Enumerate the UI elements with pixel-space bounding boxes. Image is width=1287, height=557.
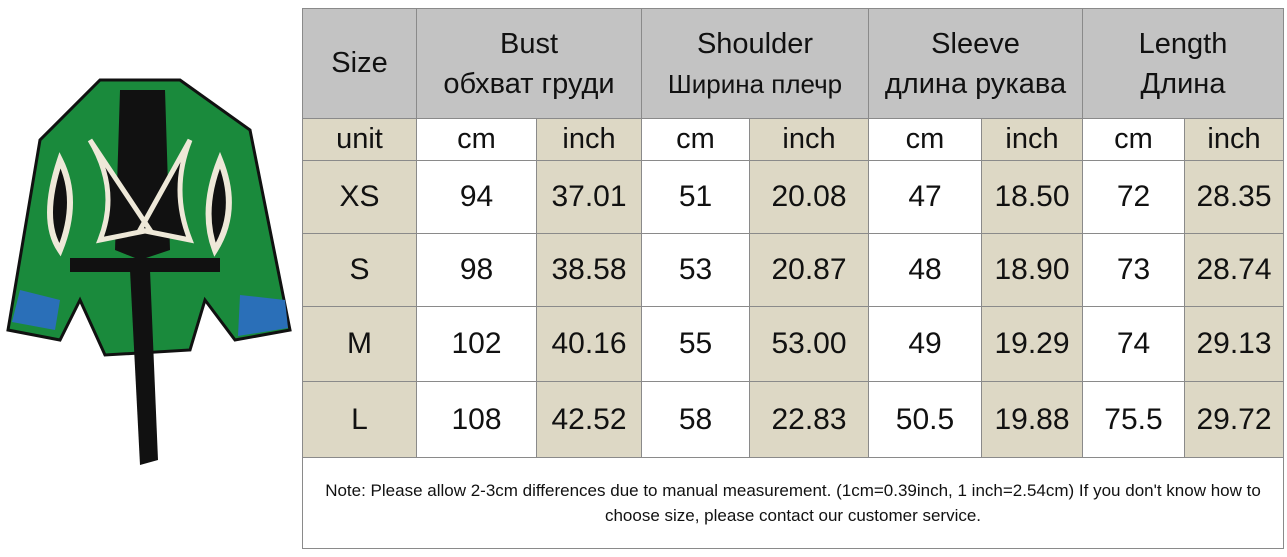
value-cell: 37.01 [536, 160, 642, 234]
header-text: Ширина плечр [667, 68, 843, 99]
header-text: Length [1138, 27, 1228, 60]
header-cell: Size [302, 8, 417, 119]
value-cell: 29.72 [1184, 381, 1284, 458]
header-text: обхват груди [443, 67, 615, 100]
value-cell: 22.83 [749, 381, 869, 458]
value-cell: 75.5 [1082, 381, 1185, 458]
product-image [6, 78, 292, 465]
value-cell: 38.58 [536, 233, 642, 307]
value-cell: 29.13 [1184, 306, 1284, 382]
value-cell: 73 [1082, 233, 1185, 307]
header-text: Длина [1140, 67, 1226, 100]
header-cell: Shoulder Ширина плечр [641, 8, 869, 119]
size-cell: S [302, 233, 417, 307]
value-cell: 20.87 [749, 233, 869, 307]
value-cell: 72 [1082, 160, 1185, 234]
unit-cell: cm [416, 118, 537, 161]
value-cell: 28.35 [1184, 160, 1284, 234]
value-cell: 19.29 [981, 306, 1083, 382]
value-cell: 74 [1082, 306, 1185, 382]
header-text: Bust [499, 27, 559, 60]
unit-cell: inch [749, 118, 869, 161]
header-text: длина рукава [884, 67, 1067, 100]
unit-cell: cm [868, 118, 982, 161]
header-cell: Length Длина [1082, 8, 1284, 119]
unit-cell: cm [641, 118, 750, 161]
value-cell: 18.90 [981, 233, 1083, 307]
unit-cell: inch [536, 118, 642, 161]
value-cell: 50.5 [868, 381, 982, 458]
value-cell: 108 [416, 381, 537, 458]
size-cell: M [302, 306, 417, 382]
header-text: Shoulder [696, 27, 814, 60]
value-cell: 42.52 [536, 381, 642, 458]
value-cell: 102 [416, 306, 537, 382]
value-cell: 47 [868, 160, 982, 234]
value-cell: 51 [641, 160, 750, 234]
value-cell: 49 [868, 306, 982, 382]
value-cell: 18.50 [981, 160, 1083, 234]
size-cell: L [302, 381, 417, 458]
unit-cell: inch [981, 118, 1083, 161]
unit-cell: inch [1184, 118, 1284, 161]
header-text: Sleeve [931, 27, 1020, 60]
value-cell: 58 [641, 381, 750, 458]
header-cell: Sleeve длина рукава [868, 8, 1083, 119]
value-cell: 28.74 [1184, 233, 1284, 307]
header-cell: Bust обхват груди [416, 8, 642, 119]
value-cell: 48 [868, 233, 982, 307]
value-cell: 98 [416, 233, 537, 307]
value-cell: 53 [641, 233, 750, 307]
size-cell: XS [302, 160, 417, 234]
value-cell: 40.16 [536, 306, 642, 382]
value-cell: 94 [416, 160, 537, 234]
unit-cell: unit [302, 118, 417, 161]
value-cell: 19.88 [981, 381, 1083, 458]
value-cell: 20.08 [749, 160, 869, 234]
unit-cell: cm [1082, 118, 1185, 161]
note: Note: Please allow 2-3cm differences due… [302, 457, 1284, 549]
value-cell: 55 [641, 306, 750, 382]
value-cell: 53.00 [749, 306, 869, 382]
